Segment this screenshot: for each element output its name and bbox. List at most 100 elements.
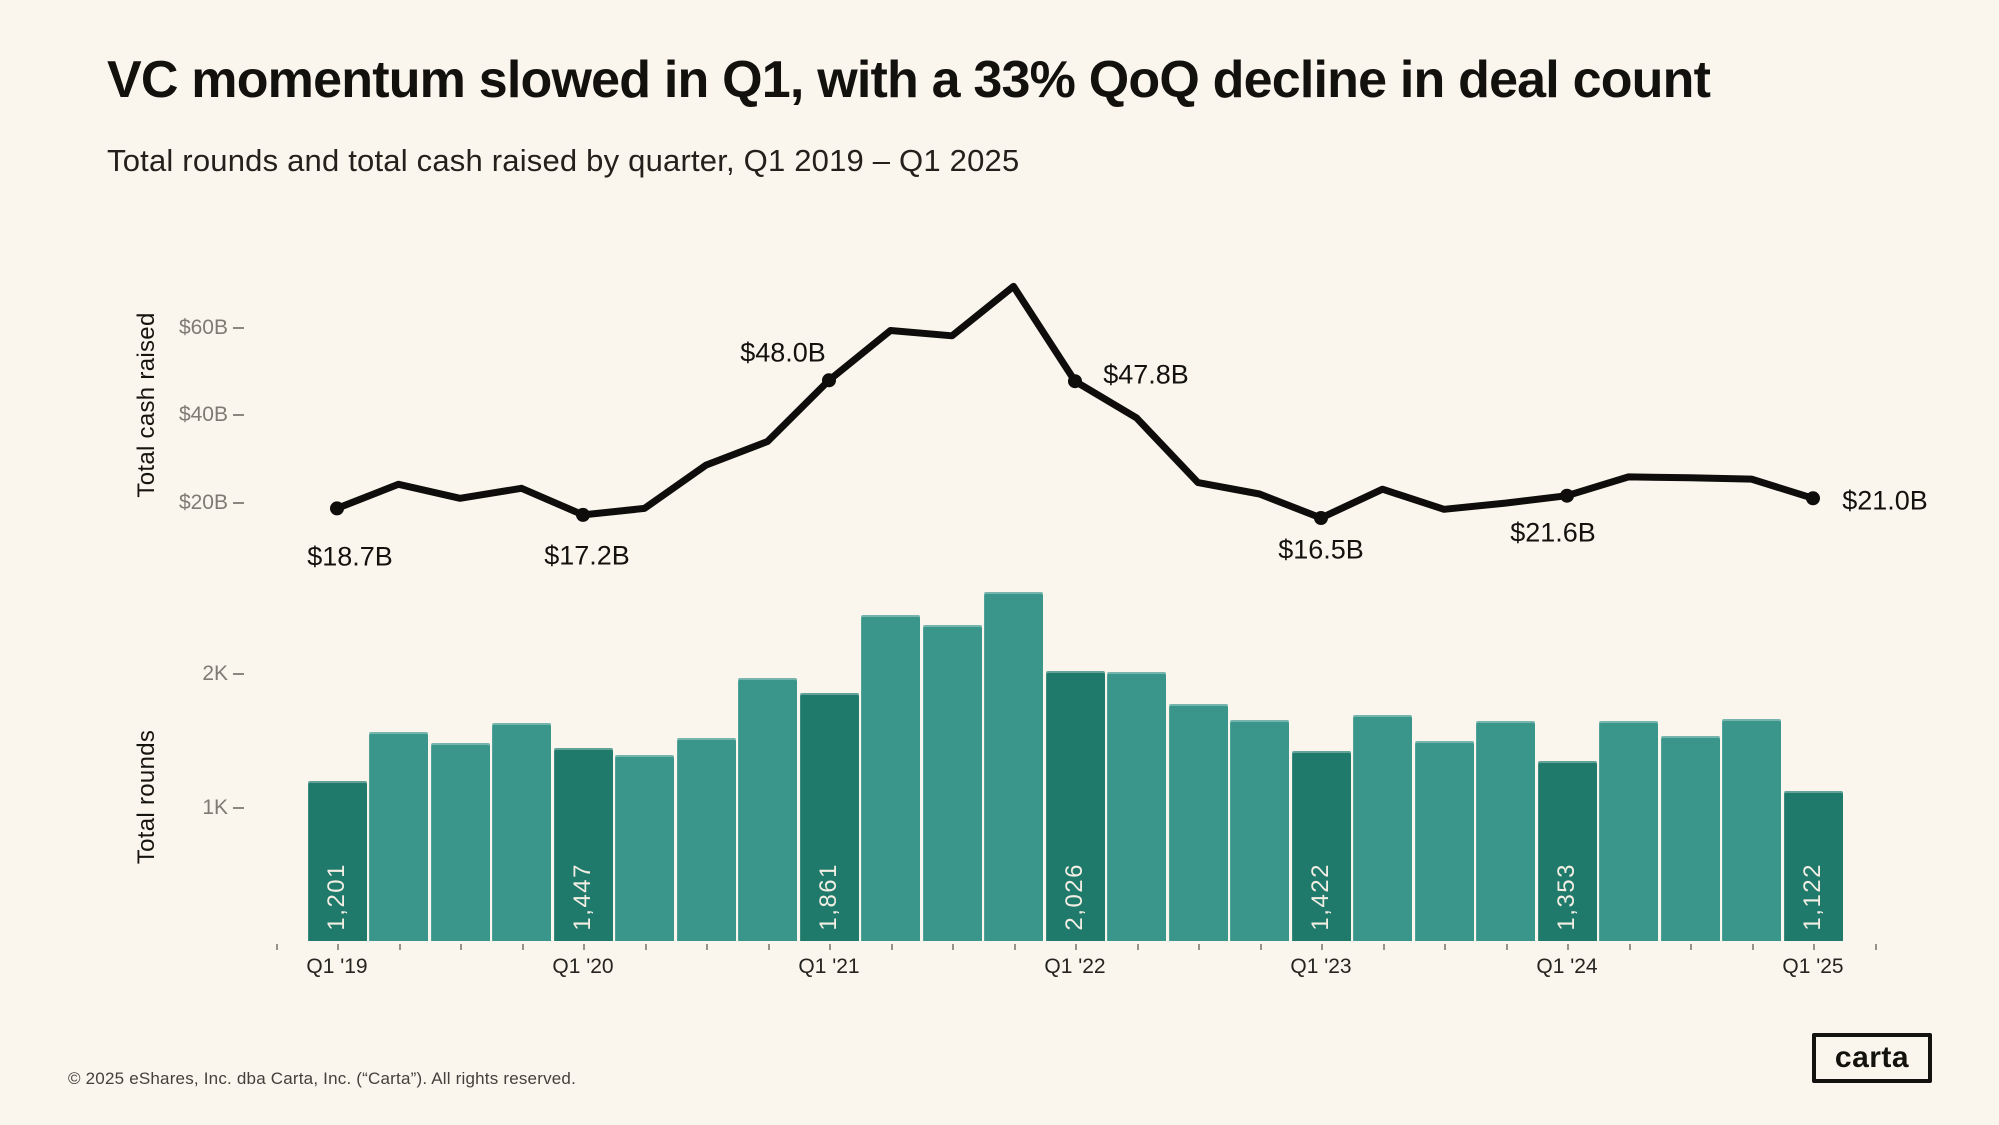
x-tick: [890, 944, 893, 950]
x-tick: [1013, 944, 1016, 950]
x-tick-label: Q1 '24: [1536, 955, 1598, 978]
line-point: [1806, 491, 1820, 506]
x-tick-label: Q1 '20: [552, 955, 614, 978]
line-point-label: $17.2B: [544, 540, 630, 571]
x-tick: [644, 944, 647, 950]
x-tick: [1505, 944, 1508, 950]
x-tick: [1567, 944, 1569, 950]
rounds-ytick-label: 2K: [202, 662, 228, 686]
x-tick: [337, 944, 339, 950]
x-tick: [952, 944, 954, 950]
bar-value-label: 1,422: [1292, 863, 1351, 931]
bar-value-label: 2,026: [1046, 863, 1105, 931]
bar: [615, 755, 674, 941]
x-tick: [1321, 944, 1323, 950]
cash-ytick-label: $40B: [178, 403, 228, 427]
x-tick: [706, 944, 708, 950]
line-point: [576, 507, 590, 522]
bar: 2,026: [1045, 670, 1105, 941]
cash-line: [333, 282, 1817, 522]
bar-value-text: 1,422: [1307, 863, 1334, 931]
bar: [1660, 736, 1720, 941]
x-tick: [1751, 944, 1754, 950]
bar-value-text: 2,026: [1061, 863, 1088, 931]
x-tick: [1690, 944, 1692, 950]
x-tick: [1198, 944, 1200, 950]
page-title: VC momentum slowed in Q1, with a 33% QoQ…: [107, 51, 1711, 109]
bar: [861, 614, 920, 941]
line-point: [1314, 511, 1328, 525]
rounds-ytick-mark: [233, 806, 244, 809]
line-point-label: $47.8B: [1103, 359, 1189, 390]
bar: [369, 731, 428, 941]
x-tick-label: Q1 '22: [1044, 955, 1106, 978]
x-tick: [583, 944, 585, 950]
x-tick-label: Q1 '19: [306, 955, 368, 978]
line-point-label: $18.7B: [307, 541, 393, 572]
bar: [1107, 672, 1166, 941]
bar-value-text: 1,122: [1799, 863, 1826, 931]
x-tick: [1382, 944, 1385, 950]
x-tick: [1628, 944, 1631, 950]
bar: [922, 625, 982, 941]
x-tick: [1259, 944, 1262, 950]
bar: 1,122: [1783, 791, 1843, 941]
bar: [1722, 719, 1781, 941]
line-point: [1068, 374, 1082, 389]
line-point: [330, 501, 344, 516]
bar-value-label: 1,861: [800, 863, 859, 931]
bar-value-label: 1,353: [1538, 863, 1597, 931]
x-tick: [767, 944, 770, 950]
x-tick-label: Q1 '25: [1782, 955, 1844, 978]
bar: [676, 738, 736, 941]
bar: 1,861: [799, 692, 859, 941]
x-tick: [829, 944, 831, 950]
bar: [430, 743, 490, 941]
cash-line-chart: [330, 282, 1820, 525]
cash-ytick-mark: [233, 501, 244, 504]
line-point: [1560, 488, 1574, 503]
cash-ytick-mark: [233, 326, 244, 329]
bar-value-text: 1,201: [323, 863, 350, 931]
bar-value-text: 1,353: [1553, 863, 1580, 931]
bar: [1414, 741, 1474, 941]
bar: 1,422: [1291, 751, 1351, 941]
line-point-label: $48.0B: [740, 337, 826, 368]
bar-value-label: 1,122: [1784, 863, 1843, 931]
x-tick: [521, 944, 524, 950]
bar: [1168, 703, 1228, 941]
bar: 1,447: [553, 748, 613, 941]
bar-value-text: 1,861: [815, 863, 842, 931]
x-tick-label: Q1 '21: [798, 955, 860, 978]
line-point-label: $21.0B: [1842, 485, 1928, 516]
bar: [1476, 721, 1535, 941]
x-tick: [1075, 944, 1077, 950]
x-tick: [1874, 944, 1877, 950]
x-tick-label: Q1 '23: [1290, 955, 1352, 978]
bar: [1353, 714, 1412, 941]
page-subtitle: Total rounds and total cash raised by qu…: [107, 143, 1020, 178]
line-point-label: $16.5B: [1278, 534, 1364, 565]
line-point: [822, 373, 836, 388]
bar: [984, 591, 1043, 941]
line-point-label: $21.6B: [1510, 517, 1596, 548]
cash-ytick-mark: [233, 414, 244, 417]
copyright-note: © 2025 eShares, Inc. dba Carta, Inc. (“C…: [68, 1069, 577, 1088]
carta-logo: carta: [1812, 1033, 1932, 1083]
x-tick: [398, 944, 401, 950]
bar-value-text: 1,447: [569, 863, 596, 931]
x-tick: [1813, 944, 1815, 950]
rounds-ytick-mark: [233, 673, 244, 676]
bar: 1,201: [307, 780, 367, 941]
cash-ytick-label: $20B: [178, 490, 228, 514]
bar: [1230, 720, 1289, 941]
bar: 1,353: [1537, 760, 1597, 941]
bar: [738, 678, 797, 941]
bar-value-label: 1,447: [554, 863, 613, 931]
cash-ytick-label: $60B: [178, 315, 228, 339]
bar-value-label: 1,201: [308, 863, 367, 931]
bar: [1599, 721, 1658, 941]
x-tick: [275, 944, 278, 950]
bar: [492, 722, 551, 941]
